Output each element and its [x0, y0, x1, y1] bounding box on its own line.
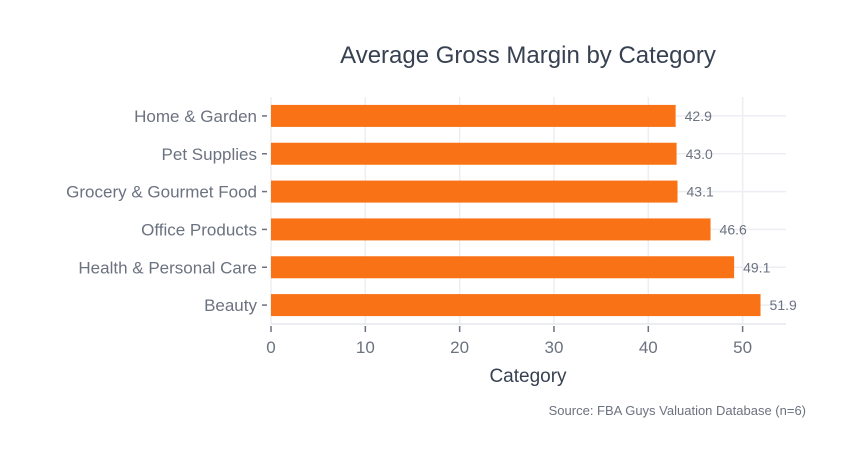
source-note: Source: FBA Guys Valuation Database (n=6…: [549, 403, 806, 418]
x-tick-label: 30: [545, 338, 564, 357]
chart-title: Average Gross Margin by Category: [340, 42, 716, 69]
category-label: Grocery & Gourmet Food: [66, 183, 257, 202]
data-label: 42.9: [685, 108, 712, 124]
bar: [271, 180, 678, 203]
x-tick-label: 10: [356, 338, 375, 357]
data-label: 43.1: [687, 184, 714, 200]
grid: [270, 97, 786, 324]
x-axis: 0 10 20 30 40 50: [266, 323, 786, 357]
bar: [271, 104, 676, 127]
data-label: 49.1: [743, 259, 770, 275]
x-tick-label: 50: [733, 338, 752, 357]
bars: 42.9 43.0 43.1 46.6 49.1 51.9: [271, 104, 797, 317]
bar: [271, 294, 761, 317]
bar: [271, 218, 711, 241]
x-axis-label: Category: [489, 366, 567, 387]
category-label: Health & Personal Care: [78, 258, 257, 277]
category-label: Office Products: [141, 220, 257, 239]
category-label: Home & Garden: [134, 107, 257, 126]
bar: [271, 256, 735, 279]
x-tick-label: 40: [639, 338, 658, 357]
x-tick-label: 0: [266, 338, 275, 357]
data-label: 46.6: [720, 221, 747, 237]
category-labels: Home & Garden Pet Supplies Grocery & Gourm…: [66, 107, 267, 315]
data-label: 43.0: [686, 146, 713, 162]
category-label: Beauty: [204, 296, 257, 315]
bar: [271, 142, 677, 165]
x-tick-label: 20: [450, 338, 469, 357]
data-label: 51.9: [770, 297, 797, 313]
category-label: Pet Supplies: [162, 145, 257, 164]
